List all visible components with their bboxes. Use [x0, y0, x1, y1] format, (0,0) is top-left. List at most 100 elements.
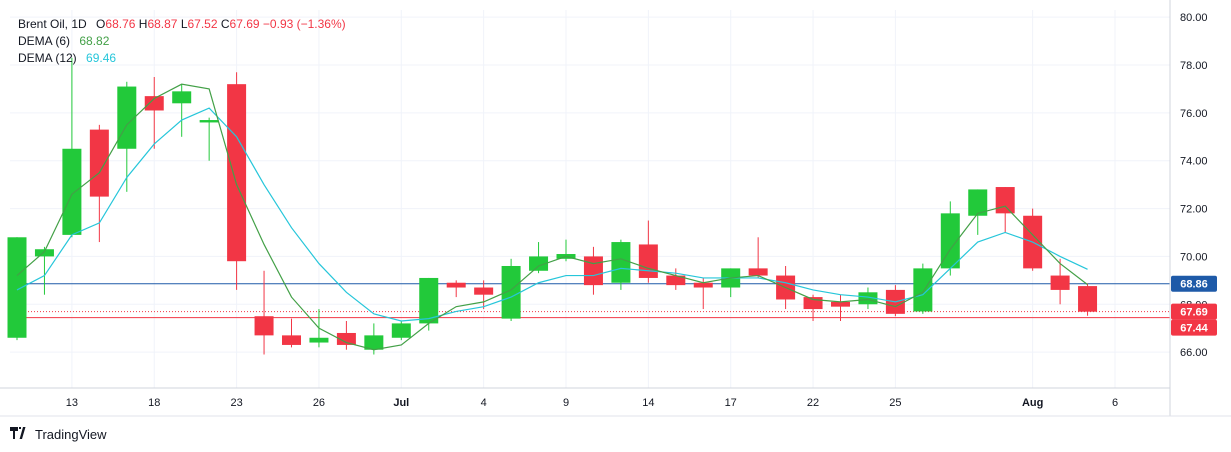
candle-body [1050, 275, 1070, 290]
candle-body [309, 337, 329, 343]
legend-ohlc-row: Brent Oil, 1D O68.76 H68.87 L67.52 C67.6… [18, 16, 346, 33]
legend-low-key: L [180, 17, 188, 31]
x-tick-label: 23 [230, 397, 242, 409]
y-tick-label: 66.00 [1180, 347, 1208, 359]
legend-dema12-value: 69.46 [86, 51, 117, 65]
candle [227, 72, 247, 290]
legend-close-key: C [220, 17, 230, 31]
candle [474, 280, 494, 310]
x-tick-label: 9 [563, 397, 569, 409]
price-tag-label: 67.69 [1180, 307, 1208, 319]
candle-body [638, 244, 658, 278]
candle-body [336, 332, 356, 345]
candle [858, 287, 878, 310]
candle [62, 57, 82, 238]
y-tick-label: 78.00 [1180, 60, 1208, 72]
candle [391, 321, 411, 341]
x-tick-label: Jul [393, 397, 409, 409]
candle [583, 246, 603, 295]
candle-body [199, 120, 219, 123]
price-tag-bg [1171, 275, 1217, 292]
candle-body [144, 96, 164, 111]
tradingview-brand[interactable]: TradingView [10, 426, 107, 442]
price-tag-label: 68.86 [1180, 279, 1208, 291]
candle-body [474, 287, 494, 295]
candle [995, 187, 1015, 233]
candle [940, 201, 960, 276]
price-tag-label: 67.44 [1180, 323, 1208, 335]
candle [638, 220, 658, 283]
chart-legend: Brent Oil, 1D O68.76 H68.87 L67.52 C67.6… [18, 16, 346, 67]
candle [1078, 283, 1098, 316]
candle-body [858, 292, 878, 305]
dema6-series [16, 83, 1088, 351]
candle-body [831, 301, 850, 307]
legend-dema6-label: DEMA (6) [18, 34, 71, 48]
candle-body [666, 275, 686, 286]
price-lines [10, 283, 1170, 319]
candle [282, 318, 301, 348]
candle [913, 263, 933, 314]
y-tick-label: 76.00 [1180, 108, 1208, 120]
price-tag: 67.44 [1171, 319, 1217, 336]
candle-body [227, 84, 247, 262]
y-tick-label: 70.00 [1180, 251, 1208, 263]
candle [199, 117, 219, 161]
price-tag-bg [1171, 319, 1217, 336]
x-tick-label: Aug [1022, 397, 1043, 409]
legend-open-key: O [96, 17, 106, 31]
candle-body [34, 249, 54, 257]
candle-body [968, 189, 988, 216]
candle [336, 321, 356, 350]
candle [419, 277, 439, 331]
x-tick-label: 4 [481, 397, 487, 409]
legend-dema12-row[interactable]: DEMA (12) 69.46 [18, 50, 346, 67]
x-tick-label: 6 [1112, 397, 1118, 409]
legend-open: 68.76 [105, 17, 136, 31]
candle-body [940, 213, 960, 269]
candle [172, 84, 192, 137]
legend-symbol: Brent Oil, 1D [18, 17, 87, 31]
candle-body [501, 265, 521, 319]
x-tick-label: 17 [725, 397, 737, 409]
candlestick-series [7, 57, 1098, 355]
x-tick-label: 14 [642, 397, 654, 409]
legend-dema12-label: DEMA (12) [18, 51, 77, 65]
y-tick-label: 80.00 [1180, 12, 1208, 24]
candle [7, 237, 27, 341]
candle [254, 270, 274, 355]
dema12-series [16, 107, 1088, 322]
candle [721, 268, 741, 298]
legend-close: 67.69 [229, 17, 260, 31]
candle [1050, 258, 1070, 305]
legend-dema6-value: 68.82 [79, 34, 110, 48]
legend-dema6-row[interactable]: DEMA (6) 68.82 [18, 33, 346, 50]
legend-high: 68.87 [147, 17, 178, 31]
candle [89, 124, 109, 243]
candle-body [7, 237, 27, 338]
candle-body [913, 268, 933, 312]
dema6-line [16, 83, 1088, 351]
x-tick-label: 25 [889, 397, 901, 409]
candle-body [282, 335, 301, 345]
candle [666, 268, 686, 290]
y-tick-label: 74.00 [1180, 156, 1208, 168]
candle-body [995, 187, 1015, 214]
x-tick-label: 13 [66, 397, 78, 409]
candle-body [693, 282, 713, 288]
price-tag-bg [1171, 303, 1217, 320]
candle-body [391, 323, 411, 338]
dema12-line [16, 107, 1088, 322]
candle [831, 294, 850, 322]
x-tick-label: 18 [148, 397, 160, 409]
candle-body [748, 268, 768, 276]
legend-change: −0.93 (−1.36%) [262, 17, 346, 31]
legend-low: 67.52 [187, 17, 218, 31]
candle [34, 246, 54, 295]
candle-body [172, 91, 192, 104]
candle-body [62, 148, 82, 235]
candle-body [529, 256, 549, 271]
candle [748, 237, 768, 278]
candle [611, 239, 631, 290]
